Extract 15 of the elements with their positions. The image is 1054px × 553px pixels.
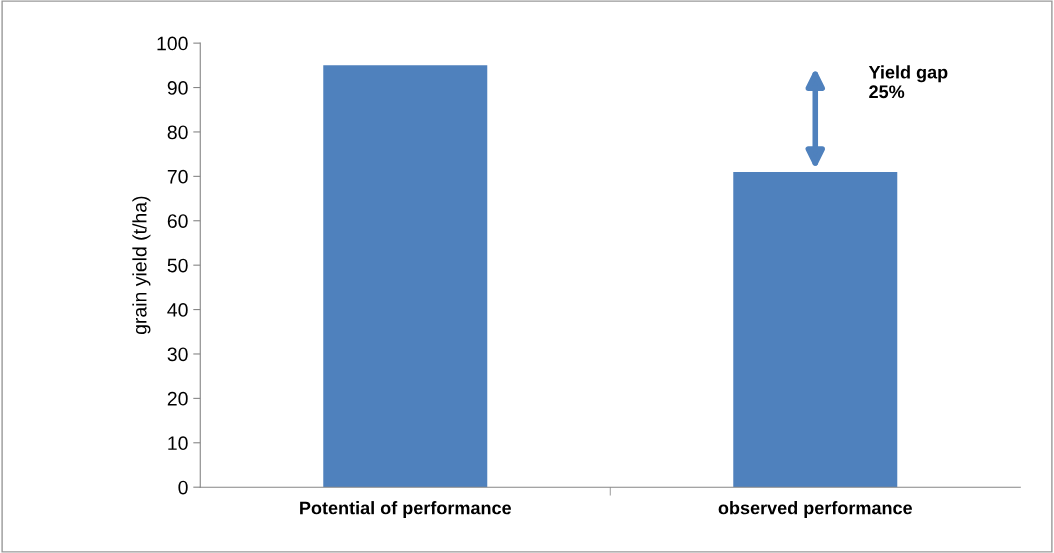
- y-tick-label: 0: [178, 480, 188, 495]
- y-tick-label: 10: [168, 436, 188, 451]
- annotation: Yield gap 25%: [868, 65, 948, 99]
- y-tick-label: 30: [167, 347, 188, 362]
- x-tick-label: observed performance: [718, 501, 912, 518]
- y-tick-label: 50: [167, 258, 188, 273]
- y-tick-label: 70: [167, 169, 188, 184]
- y-tick-label: 60: [167, 214, 188, 228]
- y-tick-label: 20: [167, 391, 188, 406]
- y-tick-label: 90: [167, 81, 188, 95]
- x-tick-label: Potential of performance: [300, 501, 511, 518]
- y-axis-title: grain yield (t/ha): [132, 196, 151, 335]
- y-tick-label: 40: [167, 303, 188, 317]
- y-tick-label: 80: [167, 125, 188, 140]
- y-tick-label: 100: [157, 36, 188, 51]
